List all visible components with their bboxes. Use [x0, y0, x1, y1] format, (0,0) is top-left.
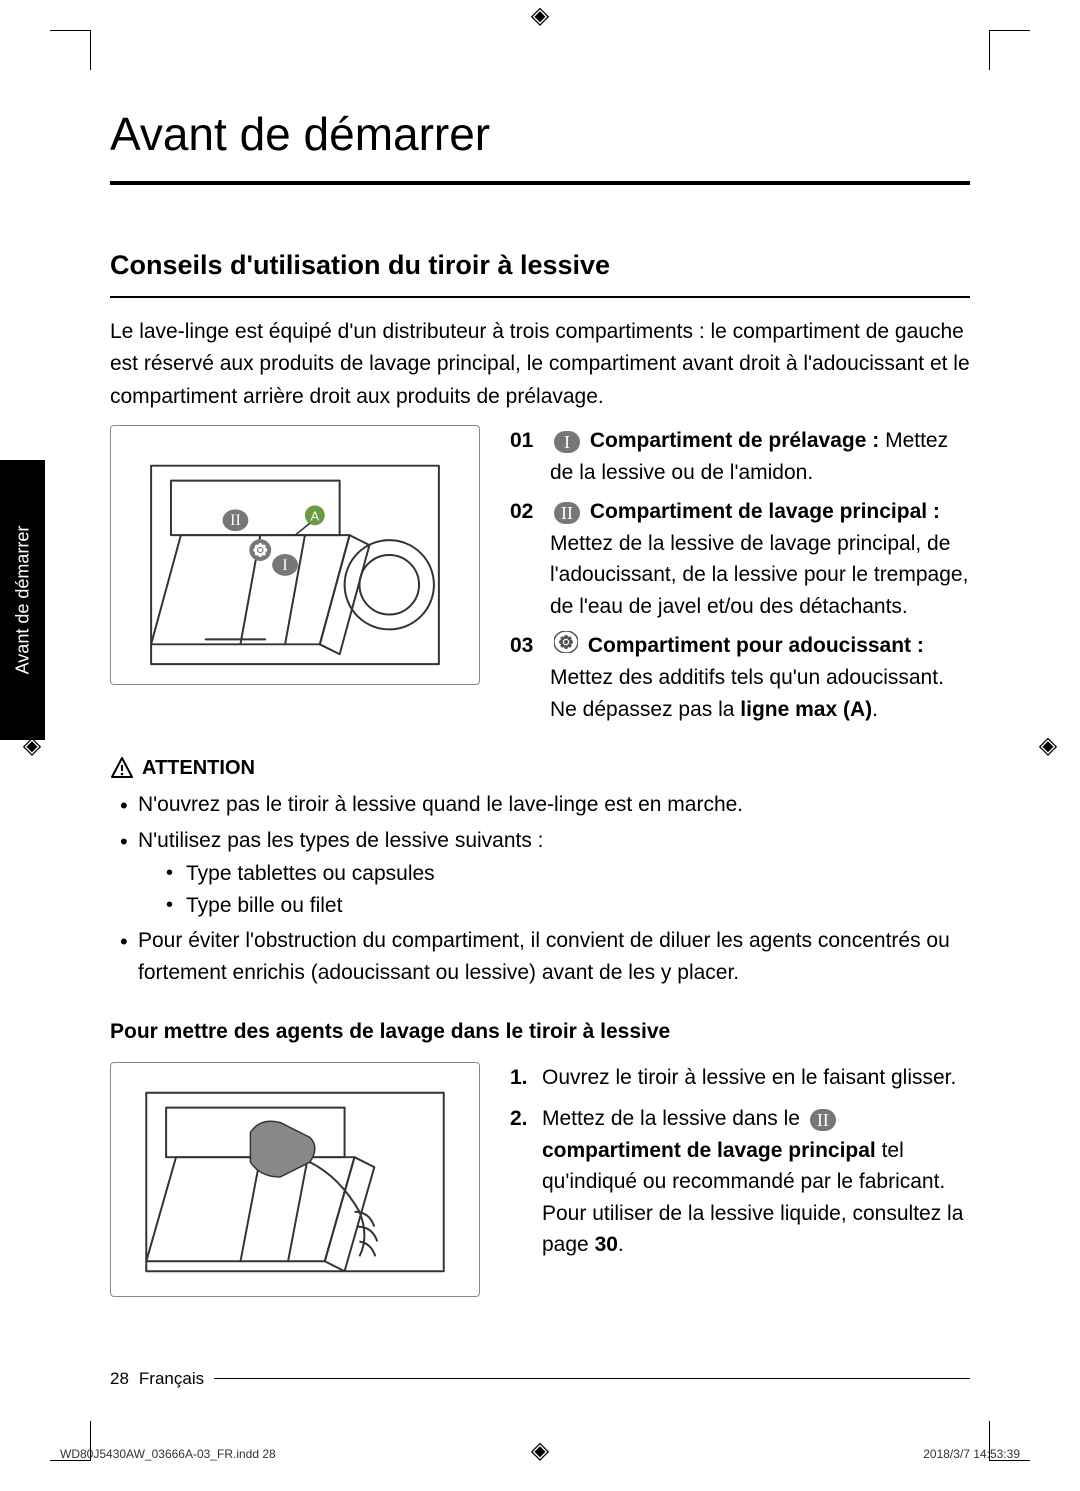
side-tab: Avant de démarrer	[0, 460, 45, 740]
steps-list: 1. Ouvrez le tiroir à lessive en le fais…	[510, 1062, 970, 1297]
step-body: Ouvrez le tiroir à lessive en le faisant…	[542, 1066, 956, 1089]
legend-item-01: 01 I Compartiment de prélavage : Mettez …	[510, 425, 970, 488]
registration-mark-icon: ◈	[1036, 734, 1060, 758]
drawer-illustration: II I	[111, 426, 479, 684]
attention-heading: ATTENTION	[110, 753, 970, 783]
step-2: 2. Mettez de la lessive dans le II compa…	[510, 1103, 970, 1261]
list-item: Type bille ou filet	[166, 890, 970, 922]
list-item: N'ouvrez pas le tiroir à lessive quand l…	[110, 789, 970, 821]
legend-num: 01	[510, 425, 540, 488]
step-body: .	[618, 1233, 624, 1256]
page-ref: 30	[595, 1233, 618, 1256]
section-heading: Conseils d'utilisation du tiroir à lessi…	[110, 245, 970, 298]
indd-date: 2018/3/7 14:53:39	[923, 1445, 1020, 1463]
legend-bold: ligne max (A)	[740, 698, 872, 721]
indd-file: WD80J5430AW_03666A-03_FR.indd 28	[60, 1445, 276, 1463]
legend-item-02: 02 II Compartiment de lavage principal :…	[510, 496, 970, 622]
page-language: Français	[139, 1366, 204, 1392]
list-item: Type tablettes ou capsules	[166, 858, 970, 890]
legend: 01 I Compartiment de prélavage : Mettez …	[510, 425, 970, 733]
warning-icon	[110, 756, 134, 780]
indesign-slug: WD80J5430AW_03666A-03_FR.indd 28 2018/3/…	[60, 1445, 1020, 1463]
legend-num: 03	[510, 630, 540, 725]
legend-title: Compartiment pour adoucissant :	[588, 634, 924, 657]
legend-title: Compartiment de lavage principal :	[590, 500, 940, 523]
svg-text:II: II	[230, 512, 241, 529]
drawer-hand-figure	[110, 1062, 480, 1297]
page-title: Avant de démarrer	[110, 100, 970, 185]
list-item: Pour éviter l'obstruction du compartimen…	[110, 925, 970, 988]
roman-II-icon: II	[810, 1109, 836, 1131]
roman-II-icon: II	[554, 502, 580, 524]
legend-body: .	[872, 698, 878, 721]
attention-list: N'ouvrez pas le tiroir à lessive quand l…	[110, 789, 970, 988]
drawer-hand-illustration	[111, 1063, 479, 1296]
step-1: 1. Ouvrez le tiroir à lessive en le fais…	[510, 1062, 970, 1094]
flower-icon	[554, 631, 578, 663]
sub-heading: Pour mettre des agents de lavage dans le…	[110, 1016, 970, 1048]
page-footer: 28 Français	[110, 1366, 970, 1392]
step-num: 1.	[510, 1062, 528, 1094]
drawer-figure: II I	[110, 425, 480, 685]
step-body: Mettez de la lessive dans le	[542, 1107, 806, 1130]
registration-mark-icon: ◈	[528, 4, 552, 28]
legend-title: Compartiment de prélavage :	[590, 429, 879, 452]
attention-label: ATTENTION	[142, 753, 255, 783]
page-number: 28	[110, 1366, 129, 1392]
list-item: N'utilisez pas les types de lessive suiv…	[110, 825, 970, 922]
svg-text:A: A	[311, 508, 320, 523]
step-num: 2.	[510, 1103, 528, 1135]
intro-paragraph: Le lave-linge est équipé d'un distribute…	[110, 316, 970, 414]
step-bold: compartiment de lavage principal	[542, 1139, 876, 1162]
legend-body: Mettez de la lessive de lavage principal…	[550, 532, 968, 618]
legend-item-03: 03	[510, 630, 970, 725]
legend-num: 02	[510, 496, 540, 622]
svg-text:I: I	[282, 557, 287, 574]
roman-I-icon: I	[554, 431, 580, 453]
side-tab-label: Avant de démarrer	[9, 526, 36, 675]
